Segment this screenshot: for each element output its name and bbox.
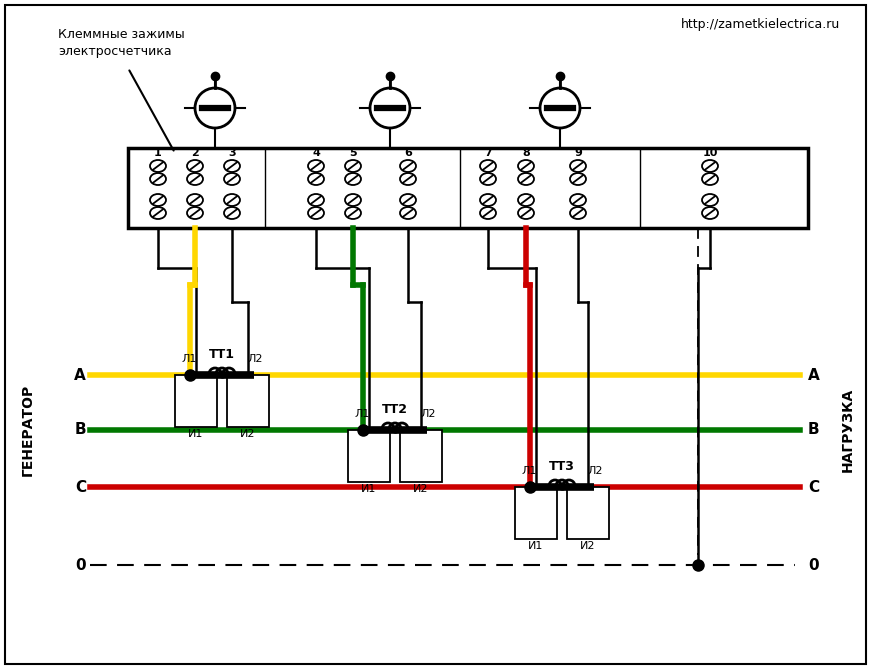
Text: 4: 4 [312,148,320,158]
Ellipse shape [187,194,203,206]
Ellipse shape [150,160,166,172]
Ellipse shape [308,207,324,219]
Ellipse shape [308,173,324,185]
Text: 1: 1 [154,148,162,158]
Ellipse shape [224,207,240,219]
Bar [515,487,557,539]
Text: Клеммные зажимы
электросчетчика: Клеммные зажимы электросчетчика [58,28,185,58]
Bar [348,430,390,482]
Text: ТТ1: ТТ1 [209,348,235,361]
Text: 3: 3 [228,148,236,158]
Ellipse shape [702,173,718,185]
Text: И1: И1 [361,484,376,494]
Ellipse shape [518,207,534,219]
Ellipse shape [345,160,361,172]
Ellipse shape [702,207,718,219]
Text: 5: 5 [349,148,357,158]
Ellipse shape [518,160,534,172]
Ellipse shape [224,160,240,172]
Bar [128,148,808,228]
Ellipse shape [702,194,718,206]
Ellipse shape [150,173,166,185]
Text: 8: 8 [522,148,530,158]
Ellipse shape [480,160,496,172]
Text: И1: И1 [188,429,204,439]
Bar [227,375,269,427]
Ellipse shape [480,194,496,206]
Text: http://zametkielectrica.ru: http://zametkielectrica.ru [681,18,840,31]
Text: ТТ2: ТТ2 [382,403,408,416]
Text: 10: 10 [702,148,718,158]
Ellipse shape [400,160,416,172]
Text: Л2: Л2 [247,354,263,364]
Bar [400,430,442,482]
Circle shape [370,88,410,128]
Circle shape [540,88,580,128]
Text: 6: 6 [404,148,412,158]
Ellipse shape [518,194,534,206]
Text: B: B [808,423,820,438]
Text: ТТ3: ТТ3 [549,460,575,473]
Ellipse shape [518,173,534,185]
Text: B: B [74,423,86,438]
Text: C: C [75,480,86,494]
Text: И1: И1 [529,541,544,551]
Ellipse shape [150,194,166,206]
Text: 2: 2 [191,148,199,158]
Ellipse shape [570,194,586,206]
Ellipse shape [345,173,361,185]
Ellipse shape [308,160,324,172]
Text: И2: И2 [580,541,596,551]
Circle shape [195,88,235,128]
Text: A: A [808,367,820,383]
Text: И2: И2 [240,429,256,439]
Text: Л1: Л1 [181,354,197,364]
Ellipse shape [308,194,324,206]
Ellipse shape [570,160,586,172]
Text: 9: 9 [574,148,582,158]
Text: Л2: Л2 [420,409,436,419]
Text: Л1: Л1 [354,409,369,419]
Ellipse shape [224,173,240,185]
Text: C: C [808,480,819,494]
Text: И2: И2 [413,484,429,494]
Ellipse shape [702,160,718,172]
Ellipse shape [224,194,240,206]
Ellipse shape [187,207,203,219]
Ellipse shape [400,207,416,219]
Ellipse shape [187,160,203,172]
Text: Л2: Л2 [587,466,603,476]
Text: A: A [74,367,86,383]
Ellipse shape [345,194,361,206]
Ellipse shape [187,173,203,185]
Ellipse shape [480,173,496,185]
Ellipse shape [150,207,166,219]
Text: 7: 7 [484,148,492,158]
Ellipse shape [400,173,416,185]
Text: НАГРУЗКА: НАГРУЗКА [841,388,855,472]
Ellipse shape [570,207,586,219]
Ellipse shape [345,207,361,219]
Text: 0: 0 [76,557,86,573]
Text: Л1: Л1 [522,466,537,476]
Ellipse shape [400,194,416,206]
Text: ГЕНЕРАТОР: ГЕНЕРАТОР [21,384,35,476]
Bar [175,375,217,427]
Bar [567,487,609,539]
Ellipse shape [480,207,496,219]
Text: 0: 0 [808,557,819,573]
Ellipse shape [570,173,586,185]
